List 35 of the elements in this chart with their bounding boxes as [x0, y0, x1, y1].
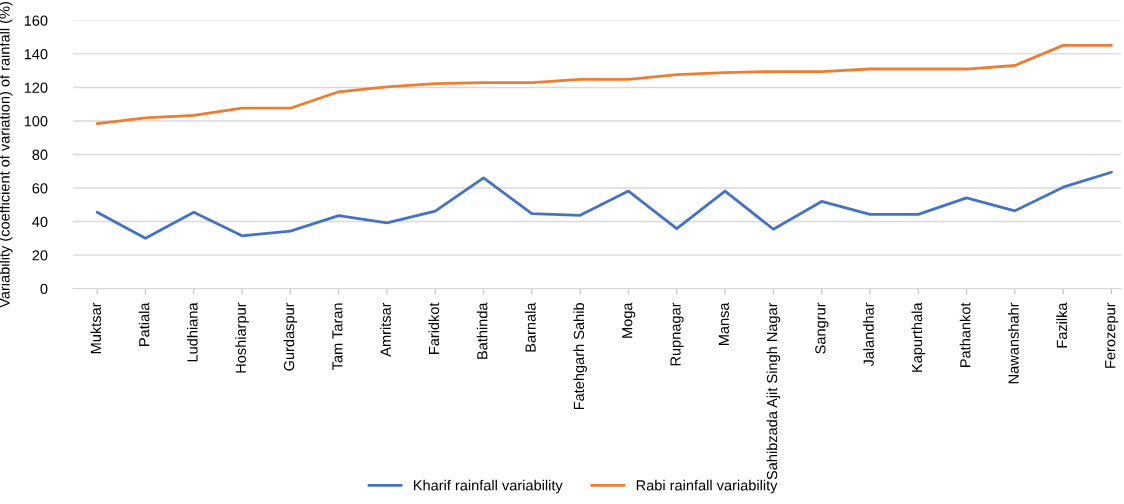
x-tick-label: Barnala: [525, 302, 536, 352]
x-tick-label: Pathankot: [959, 302, 971, 367]
x-tick-label: Nawanshahr: [1008, 302, 1019, 384]
x-tick-label: Fatehgarh Sahib: [573, 303, 587, 410]
x-tick-label: Moga: [622, 302, 636, 338]
x-tick-label: Mansa: [718, 302, 729, 346]
x-tick-label: Faridkot: [428, 302, 440, 354]
x-tick-label: Amritsar: [380, 302, 391, 357]
y-tick-label: 0: [40, 283, 48, 295]
legend-label: Rabi rainfall variability: [636, 479, 778, 494]
x-tick-label: Fazilka: [1056, 302, 1068, 348]
x-tick-label: Patiala: [138, 302, 150, 346]
y-tick-label: 160: [24, 15, 48, 26]
x-tick-label: Bathinda: [476, 302, 488, 359]
y-tick-label: 80: [32, 149, 48, 160]
y-tick-label: 20: [32, 250, 48, 261]
x-tick-label: Kapurthala: [911, 302, 926, 372]
legend-label: Kharif rainfall variability: [413, 479, 563, 494]
x-tick-label: Muktsar: [90, 302, 102, 354]
y-tick-label: 100: [24, 116, 48, 127]
y-tick-label: 40: [32, 216, 48, 227]
y-tick-label: 60: [32, 183, 48, 194]
x-tick-label: Sangrur: [815, 302, 829, 354]
line-series: [95, 170, 1113, 240]
x-tick-label: Sahibzada Ajit Singh Nagar: [766, 302, 781, 480]
x-tick-label: Rupnagar: [670, 302, 684, 366]
x-tick-label: Hoshiarpur: [235, 302, 249, 373]
x-tick-label: Gurdaspur: [283, 302, 298, 371]
x-tick-label: Jalandhar: [863, 302, 874, 367]
x-tick-label: Ferozepur: [1105, 302, 1119, 368]
x-tick-label: Ludhiana: [186, 302, 198, 362]
y-tick-label: 140: [24, 49, 48, 60]
line-series: [95, 43, 1113, 126]
x-tick-label: Tam Taran: [332, 303, 343, 370]
y-tick-label: 120: [24, 82, 48, 93]
